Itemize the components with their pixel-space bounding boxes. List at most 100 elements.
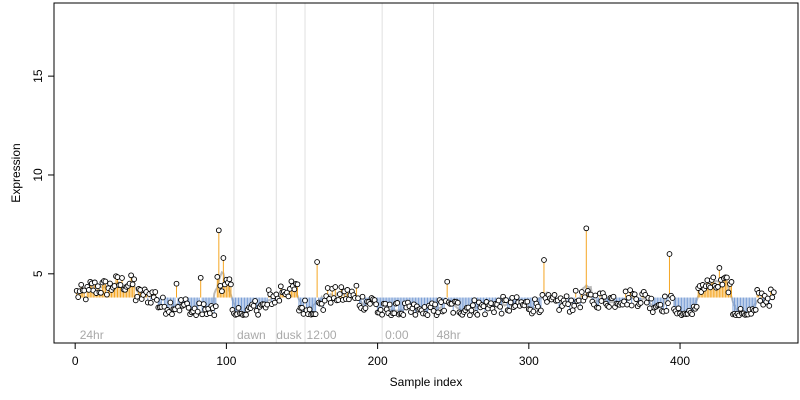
data-point-4 — [78, 281, 85, 288]
x-axis-title: Sample index — [390, 375, 463, 389]
x-tick-label-1: 0 — [72, 354, 79, 368]
data-point-462 — [770, 289, 777, 296]
data-point-240 — [435, 309, 441, 316]
divider-lines — [233, 3, 435, 343]
data-point-330 — [571, 302, 578, 309]
data-point-277 — [491, 309, 497, 316]
data-point-164 — [320, 307, 327, 313]
plot-frame — [53, 2, 799, 344]
data-point-30 — [117, 282, 124, 288]
data-point-217 — [400, 312, 407, 318]
data-point-21 — [104, 291, 110, 298]
data-point-118 — [250, 302, 257, 309]
data-point-141 — [285, 293, 292, 300]
data-point-192 — [362, 305, 369, 311]
data-point-393 — [666, 251, 673, 257]
data-point-285 — [503, 297, 509, 303]
data-point-250 — [450, 309, 457, 316]
data-point-390 — [662, 293, 668, 300]
data-point-2 — [75, 294, 82, 300]
data-point-299 — [524, 298, 531, 305]
annotation-3: dusk — [276, 328, 302, 342]
data-point-411 — [693, 303, 700, 310]
data-point-31 — [119, 275, 125, 281]
annotation-2: dawn — [237, 328, 266, 342]
data-point-28 — [114, 274, 121, 280]
data-point-280 — [495, 297, 502, 304]
data-point-450 — [752, 306, 759, 313]
data-point-350 — [601, 293, 608, 300]
data-point-289 — [509, 294, 516, 301]
data-point-108 — [235, 305, 242, 311]
data-point-425 — [715, 284, 721, 290]
annotation-6: 48hr — [437, 328, 461, 342]
data-point-63 — [167, 299, 174, 306]
data-point-82 — [196, 300, 203, 307]
data-point-426 — [716, 265, 723, 271]
data-point-306 — [535, 303, 541, 310]
y-axis-title: Expression — [9, 143, 23, 202]
data-point-225 — [412, 311, 419, 318]
data-point-432 — [725, 289, 732, 296]
data-point-303 — [530, 308, 537, 315]
data-point-337 — [581, 294, 588, 301]
data-point-253 — [454, 299, 461, 306]
data-point-213 — [394, 300, 401, 306]
x-axis: 0 100 200 300 400 — [72, 342, 690, 368]
data-point-119 — [252, 298, 258, 304]
data-point-261 — [467, 312, 473, 319]
data-point-94 — [214, 274, 221, 280]
data-point-281 — [497, 303, 503, 310]
data-point-453 — [757, 297, 764, 304]
data-point-270 — [480, 303, 487, 310]
data-point-38 — [129, 281, 136, 288]
data-point-95 — [215, 227, 222, 234]
data-point-39 — [131, 276, 137, 283]
data-point-75 — [185, 304, 192, 311]
data-point-92 — [211, 312, 218, 319]
data-point-135 — [276, 297, 283, 304]
data-point-312 — [544, 299, 550, 305]
data-point-275 — [488, 300, 494, 307]
data-points — [73, 225, 777, 319]
data-point-368 — [628, 302, 635, 309]
x-tick-label-5: 400 — [670, 354, 690, 368]
data-point-381 — [648, 295, 655, 302]
data-point-242 — [438, 299, 444, 305]
data-point-391 — [663, 308, 670, 314]
data-point-54 — [153, 297, 160, 303]
time-annotations: 24hr dawn dusk 12:00 0:00 48hr — [80, 328, 461, 342]
annotation-4: 12:00 — [307, 328, 337, 342]
data-point-13 — [91, 279, 98, 286]
data-point-26 — [111, 283, 118, 289]
data-point-353 — [606, 304, 612, 310]
data-point-434 — [728, 279, 735, 285]
data-point-341 — [587, 291, 594, 298]
x-tick-label-4: 300 — [519, 354, 539, 368]
data-point-205 — [382, 300, 389, 307]
data-point-356 — [610, 293, 617, 300]
x-tick-label-3: 200 — [368, 354, 388, 368]
data-point-152 — [302, 297, 308, 304]
data-point-203 — [379, 311, 385, 318]
data-point-172 — [332, 284, 339, 290]
data-point-81 — [194, 308, 201, 315]
data-point-326 — [565, 301, 571, 307]
data-point-15 — [95, 283, 101, 290]
data-point-41 — [134, 293, 141, 300]
data-point-399 — [675, 305, 682, 312]
data-point-331 — [572, 287, 579, 294]
data-point-199 — [373, 301, 379, 308]
data-point-317 — [551, 292, 558, 298]
data-point-440 — [737, 305, 744, 312]
data-point-175 — [336, 291, 343, 297]
data-point-53 — [152, 289, 159, 295]
data-point-155 — [306, 306, 313, 313]
data-point-328 — [568, 297, 575, 304]
data-point-159 — [312, 311, 319, 317]
data-point-366 — [625, 294, 632, 301]
data-point-37 — [128, 272, 134, 279]
data-point-93 — [212, 303, 219, 310]
data-point-348 — [598, 298, 605, 304]
